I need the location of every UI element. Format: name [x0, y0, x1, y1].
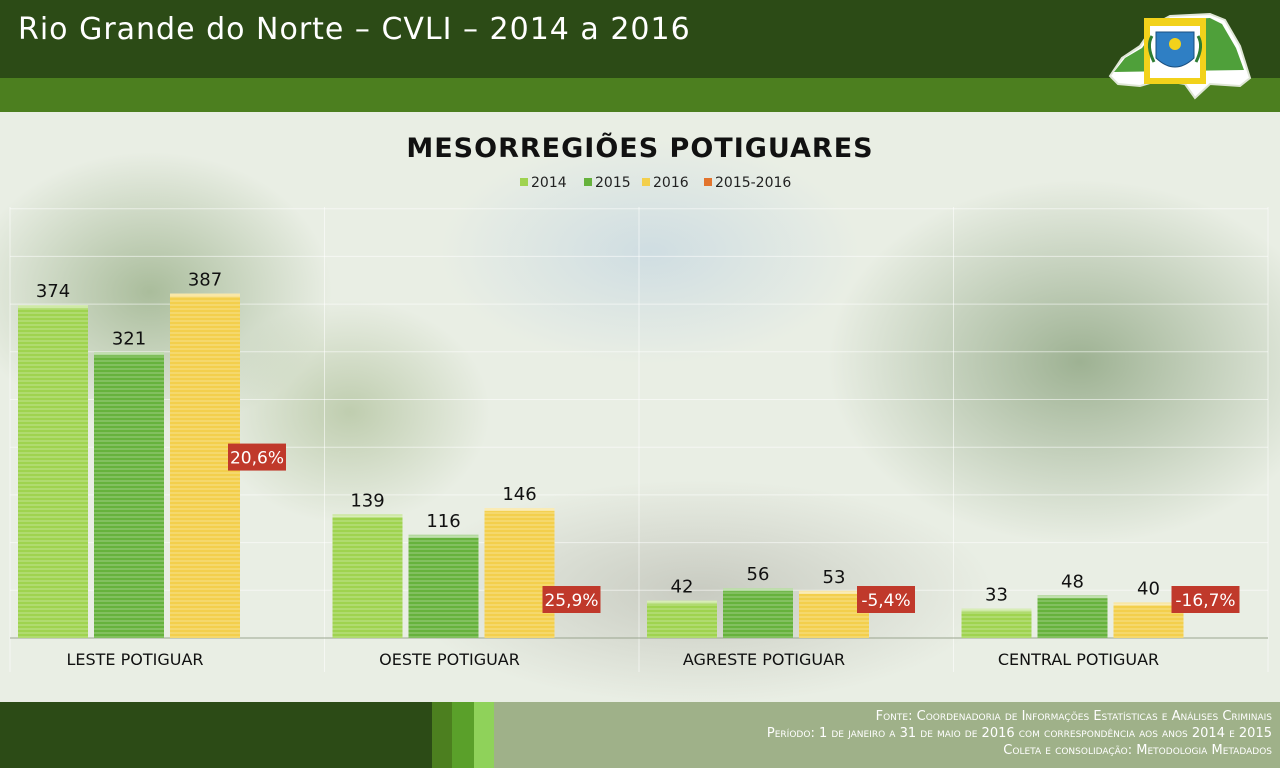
legend-label: 2015 [595, 175, 631, 191]
data-label: 139 [350, 490, 384, 511]
variation-badge [1171, 586, 1240, 613]
data-label: 40 [1137, 578, 1160, 599]
bar-texture [332, 514, 403, 638]
bar-highlight [799, 590, 869, 594]
data-label: 374 [36, 281, 70, 302]
data-label: 48 [1061, 571, 1084, 592]
footer-line: Coleta e consolidação: Metodologia Metad… [1003, 743, 1272, 758]
bar-texture [18, 305, 88, 638]
legend-label: 2016 [653, 175, 689, 191]
data-label: 387 [188, 270, 222, 291]
legend-swatch [704, 178, 712, 186]
bar-highlight [408, 534, 479, 538]
footer-accent-strip [452, 702, 474, 768]
variation-label: -16,7% [1175, 591, 1235, 611]
variation-label: -5,4% [861, 591, 910, 611]
header-band [0, 0, 1280, 78]
state-map-flag-icon [1108, 12, 1252, 100]
page-title: Rio Grande do Norte – CVLI – 2014 a 2016 [18, 12, 691, 47]
data-label: 146 [502, 484, 536, 505]
bar-highlight [723, 588, 793, 592]
variation-label: 25,9% [544, 591, 598, 611]
bar-texture [94, 352, 164, 638]
footer-source: Fonte: Coordenadoria de Informações Esta… [512, 708, 1272, 759]
bar-highlight [484, 508, 555, 512]
legend-swatch [584, 178, 592, 186]
data-label: 33 [985, 585, 1008, 606]
footer-line: Período: 1 de janeiro a 31 de maio de 20… [766, 726, 1272, 741]
bar-highlight [94, 352, 164, 356]
bar-texture [723, 588, 793, 638]
footer-accent-strip [474, 702, 494, 768]
bar-highlight [647, 600, 717, 604]
variation-badge [857, 586, 915, 613]
bar-highlight [961, 608, 1032, 612]
bar-chart: MESORREGIÕES POTIGUARES 2014 2015 2016 2015… [9, 132, 1269, 672]
header-subband [0, 78, 1280, 112]
variation-badge [542, 586, 601, 613]
category-label: CENTRAL POTIGUAR [998, 650, 1159, 669]
data-label: 116 [426, 511, 460, 532]
footer-accent-strip [432, 702, 452, 768]
chart-title: MESORREGIÕES POTIGUARES [406, 132, 873, 164]
footer-line: Fonte: Coordenadoria de Informações Esta… [875, 709, 1272, 724]
bar-highlight [18, 305, 88, 309]
bar-texture [961, 608, 1032, 638]
category-label: LESTE POTIGUAR [66, 650, 203, 669]
legend-swatch [642, 178, 650, 186]
data-label: 321 [112, 328, 146, 349]
bar-highlight [332, 514, 403, 518]
data-label: 42 [671, 577, 694, 598]
variation-badge [228, 443, 286, 471]
bar-texture [484, 508, 555, 638]
legend-label: 2014 [531, 175, 567, 191]
data-label: 53 [823, 567, 846, 588]
bar-texture [647, 600, 717, 638]
category-label: OESTE POTIGUAR [379, 650, 520, 669]
legend-label: 2015-2016 [715, 175, 791, 191]
bar-highlight [170, 293, 240, 297]
footer-panel [494, 702, 1280, 768]
bar-highlight [1037, 595, 1108, 599]
bar-highlight [1113, 602, 1184, 606]
bar-texture [1037, 595, 1108, 638]
legend-swatch [520, 178, 528, 186]
variation-label: 20,6% [230, 449, 284, 469]
data-label: 56 [747, 564, 770, 585]
bar-texture [408, 534, 479, 638]
category-label: AGRESTE POTIGUAR [683, 650, 845, 669]
